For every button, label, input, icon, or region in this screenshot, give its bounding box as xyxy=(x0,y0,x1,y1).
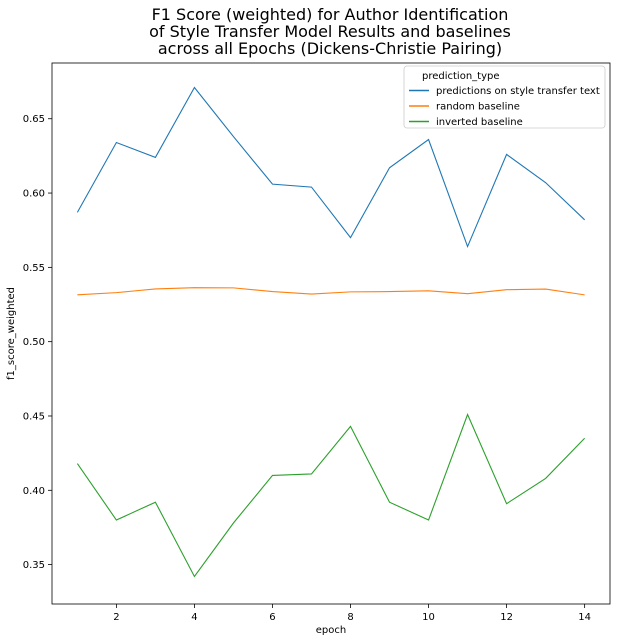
legend: prediction_type predictions on style tran… xyxy=(403,65,606,129)
y-tick-label: 0.60 xyxy=(23,189,45,200)
x-tick-label: 6 xyxy=(269,612,275,623)
plot-area xyxy=(51,62,611,605)
x-axis: 2 4 6 8 10 12 14 epoch xyxy=(113,604,591,636)
chart-title: F1 Score (weighted) for Author Identific… xyxy=(149,5,511,58)
series-lines xyxy=(76,86,586,578)
chart-title-line: F1 Score (weighted) for Author Identific… xyxy=(152,5,509,24)
chart-title-line: across all Epochs (Dickens-Christie Pair… xyxy=(158,39,502,58)
y-tick-label: 0.40 xyxy=(23,486,45,497)
plot-border xyxy=(51,62,611,605)
legend-entry: predictions on style transfer text xyxy=(436,86,600,97)
series-line-inverted-baseline xyxy=(76,413,586,578)
y-tick-label: 0.45 xyxy=(23,411,45,422)
y-tick-label: 0.50 xyxy=(23,337,45,348)
y-axis-label: f1_score_weighted xyxy=(6,287,17,380)
y-axis: 0.35 0.40 0.45 0.50 0.55 0.60 0.65 f1_score_wei… xyxy=(6,114,52,571)
y-tick-label: 0.55 xyxy=(23,263,45,274)
x-tick-label: 10 xyxy=(422,612,435,623)
chart-title-line: of Style Transfer Model Results and base… xyxy=(149,22,511,41)
series-line-predictions-on-style-transfer-text xyxy=(76,86,586,249)
legend-box xyxy=(403,65,606,129)
legend-entry: random baseline xyxy=(436,102,520,113)
x-tick-label: 4 xyxy=(191,612,197,623)
legend-title: prediction_type xyxy=(422,71,500,82)
y-tick-label: 0.35 xyxy=(23,560,45,571)
x-axis-label: epoch xyxy=(316,625,346,636)
x-tick-label: 8 xyxy=(347,612,353,623)
y-tick-label: 0.65 xyxy=(23,114,45,125)
x-tick-label: 2 xyxy=(113,612,119,623)
series-line-random-baseline xyxy=(77,287,585,296)
x-tick-label: 12 xyxy=(500,612,513,623)
x-tick-label: 14 xyxy=(578,612,591,623)
legend-entry: inverted baseline xyxy=(436,117,523,128)
